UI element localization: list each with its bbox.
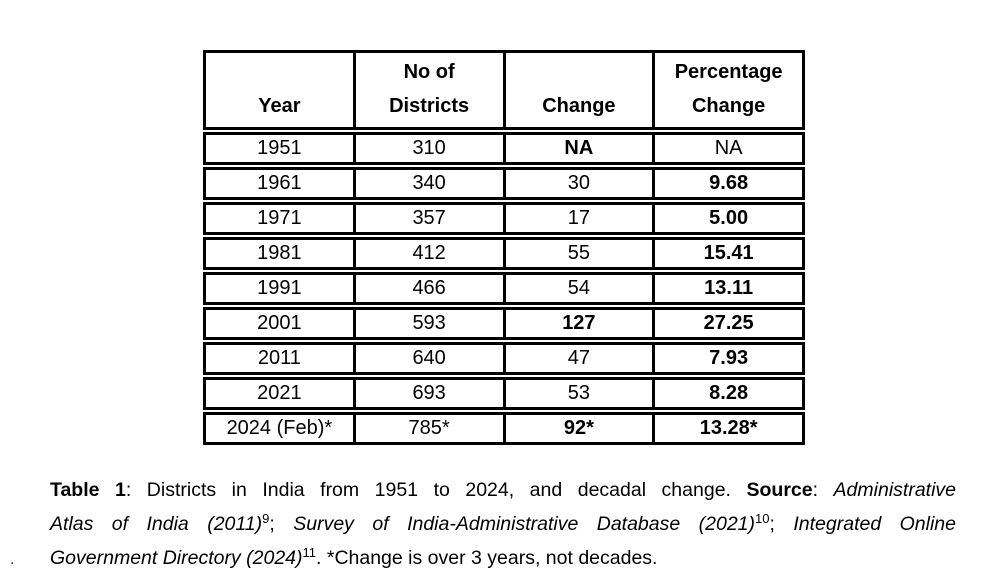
table-row: 2011 640 47 7.93 — [203, 337, 805, 378]
caption-segment: Integrated Online — [793, 512, 956, 535]
table-row: 2001 593 127 27.25 — [203, 302, 805, 343]
table-cell: 127 — [502, 302, 656, 343]
caption-line-1: Table 1: Districts in India from 1951 to… — [50, 474, 956, 508]
table-cell: 2001 — [203, 302, 356, 343]
table-caption: Table 1: Districts in India from 1951 to… — [50, 474, 956, 577]
stray-period-mark: . — [10, 551, 15, 568]
table-row: 1971 357 17 5.00 — [203, 197, 805, 238]
caption-segment: 9 — [262, 510, 270, 526]
table-cell: 2024 (Feb)* — [203, 407, 356, 445]
caption-segment: Source — [746, 479, 813, 501]
table-cell: 310 — [352, 127, 506, 168]
table-row: 1951 310 NA NA — [203, 127, 805, 168]
table-row: 2021 693 53 8.28 — [203, 372, 805, 413]
table-cell: 13.28* — [652, 407, 805, 445]
table-cell: 30 — [502, 162, 656, 203]
table-row: 1991 466 54 13.11 — [203, 267, 805, 308]
table-cell: 340 — [352, 162, 506, 203]
table-cell: 640 — [352, 337, 506, 378]
table-cell: 1981 — [203, 232, 356, 273]
column-header-change: Change — [502, 50, 656, 135]
table-cell: 2011 — [203, 337, 356, 378]
table-cell: 7.93 — [652, 337, 805, 378]
table-cell: 5.00 — [652, 197, 805, 238]
table-cell: 1961 — [203, 162, 356, 203]
table-cell: 47 — [502, 337, 656, 378]
table-cell: NA — [502, 127, 656, 168]
table-cell: 593 — [352, 302, 506, 343]
table-cell: 8.28 — [652, 372, 805, 413]
caption-line-2: Atlas of India (2011)9; Survey of India-… — [50, 508, 956, 543]
table-cell: 1991 — [203, 267, 356, 308]
table-body: 1951 310 NA NA 1961 340 30 9.68 1971 357 17 5.00 198… — [203, 127, 805, 445]
districts-table: Year No of Districts Change Percentage C… — [203, 50, 805, 445]
table-row: 1961 340 30 9.68 — [203, 162, 805, 203]
caption-segment: Government Directory (2024) — [50, 547, 303, 569]
table-cell: 693 — [352, 372, 506, 413]
caption-line-3: Government Directory (2024)11. *Change i… — [50, 542, 956, 577]
caption-segment: 11 — [302, 545, 317, 560]
caption-segment: ; — [769, 512, 794, 535]
table-cell: 17 — [502, 197, 656, 238]
table-cell: 53 — [502, 372, 656, 413]
table-cell: 27.25 — [652, 302, 805, 343]
column-header-year: Year — [203, 50, 356, 135]
caption-segment: Administrative — [833, 479, 957, 501]
caption-segment: ; — [269, 512, 294, 535]
table-cell: 9.68 — [652, 162, 805, 203]
table-cell: 785* — [352, 407, 506, 445]
table-cell: 55 — [502, 232, 656, 273]
caption-segment: : — [812, 479, 834, 501]
table-header-row: Year No of Districts Change Percentage C… — [203, 50, 805, 135]
table-cell: 15.41 — [652, 232, 805, 273]
caption-segment: Survey of India-Administrative Database … — [293, 512, 756, 535]
column-header-districts: No of Districts — [352, 50, 506, 135]
table-cell: 357 — [352, 197, 506, 238]
table-cell: 92* — [502, 407, 656, 445]
caption-segment: Table 1 — [50, 479, 126, 501]
table-cell: 466 — [352, 267, 506, 308]
districts-table-container: Year No of Districts Change Percentage C… — [203, 50, 805, 445]
table-cell: NA — [652, 127, 805, 168]
caption-segment: 10 — [755, 510, 770, 526]
table-row: 2024 (Feb)* 785* 92* 13.28* — [203, 407, 805, 445]
table-row: 1981 412 55 15.41 — [203, 232, 805, 273]
table-cell: 54 — [502, 267, 656, 308]
column-header-pct-change: Percentage Change — [652, 50, 805, 135]
table-cell: 1971 — [203, 197, 356, 238]
caption-segment: . *Change is over 3 years, not decades. — [316, 547, 658, 569]
caption-segment: : Districts in India from 1951 to 2024, … — [125, 479, 747, 501]
table-cell: 13.11 — [652, 267, 805, 308]
table-cell: 1951 — [203, 127, 356, 168]
table-cell: 412 — [352, 232, 506, 273]
caption-segment: Atlas of India (2011) — [50, 512, 263, 535]
table-cell: 2021 — [203, 372, 356, 413]
